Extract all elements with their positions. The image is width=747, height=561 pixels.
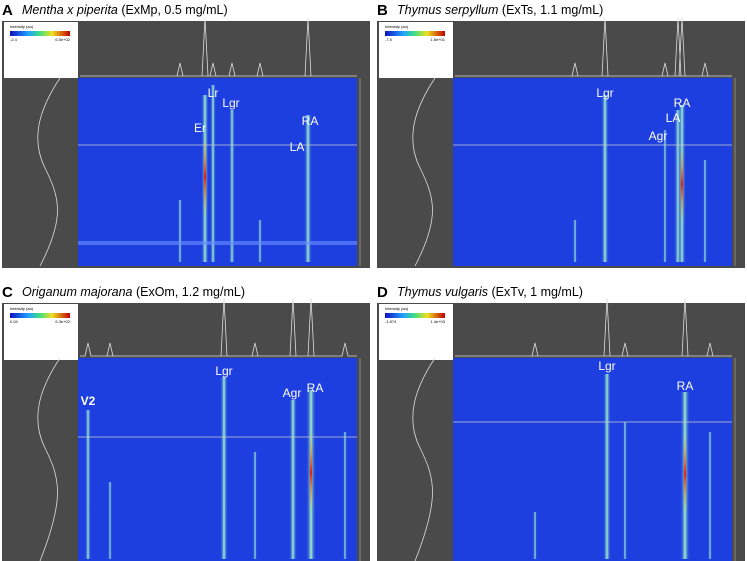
peak-streak: [289, 400, 297, 559]
colorbar-box: [4, 304, 78, 360]
colorbar-title: Intensity (au): [10, 24, 34, 29]
colorbar-min: -2.4: [10, 37, 18, 42]
colorbar-box: [379, 22, 453, 78]
peak-streak: [703, 160, 707, 262]
peak-label: V2: [81, 394, 96, 408]
peak-label: Lgr: [596, 86, 613, 100]
colorbar: [10, 313, 70, 318]
peak-label: Lr: [208, 86, 219, 100]
peak-core: [683, 432, 687, 516]
panel: Intensity (au) -1.874 1.4e+03 Lgr RA D Thymus …: [377, 284, 745, 561]
peak-streak: [85, 410, 91, 559]
peak-label: Lgr: [222, 96, 239, 110]
panel-title: Thymus serpyllum (ExTs, 1.1 mg/mL): [397, 3, 603, 17]
species: Origanum majorana: [22, 285, 133, 299]
panel-letter: C: [2, 284, 13, 301]
peak-streak: [708, 432, 712, 559]
peak-label: LA: [666, 111, 681, 125]
peak-label: LA: [290, 140, 305, 154]
details: (ExMp, 0.5 mg/mL): [121, 3, 227, 17]
colorbar-title: Intensity (au): [385, 306, 409, 311]
left-trace: [412, 357, 436, 561]
colorbar-max: 1.4e+03: [430, 319, 445, 324]
peak-label: RA: [677, 379, 694, 393]
panel-title: Mentha x piperita (ExMp, 0.5 mg/mL): [22, 3, 228, 17]
colorbar-min: -1.874: [385, 319, 397, 324]
baseline-band: [78, 241, 357, 245]
peak-core: [309, 430, 313, 515]
panel-letter: B: [377, 2, 388, 19]
peak-streak: [533, 512, 537, 559]
peak-streak: [663, 130, 667, 262]
peak-label: Lgr: [215, 364, 232, 378]
peak-streak: [573, 220, 577, 262]
peak-streak: [178, 200, 182, 262]
panel: Intensity (au) 0.04 6.3e+02 V2 Lgr Agr RA C Orig…: [2, 284, 370, 561]
details: (ExTs, 1.1 mg/mL): [502, 3, 603, 17]
colorbar-min: -7.5: [385, 37, 393, 42]
colorbar-box: [4, 22, 78, 78]
top-trace: [455, 17, 732, 77]
details: (ExOm, 1.2 mg/mL): [136, 285, 245, 299]
left-trace: [37, 357, 61, 561]
colorbar: [385, 313, 445, 318]
peak-streak: [108, 482, 112, 559]
peak-streak: [623, 422, 627, 559]
peak-streak: [603, 374, 611, 559]
colorbar-max: 6.5e+02: [55, 37, 70, 42]
top-trace: [80, 17, 357, 77]
peak-streak: [253, 452, 257, 559]
species: Mentha x piperita: [22, 3, 118, 17]
left-trace: [37, 77, 61, 267]
peak-label: Er: [194, 121, 206, 135]
species: Thymus serpyllum: [397, 3, 498, 17]
top-trace: [80, 297, 357, 357]
colorbar-max: 1.5e+01: [430, 37, 445, 42]
details: (ExTv, 1 mg/mL): [491, 285, 582, 299]
peak-streak: [601, 95, 609, 262]
colorbar-title: Intensity (au): [10, 306, 34, 311]
colorbar-title: Intensity (au): [385, 24, 409, 29]
peak-label: RA: [674, 96, 691, 110]
peak-label: RA: [307, 381, 324, 395]
panel-letter: A: [2, 2, 13, 19]
colorbar-box: [379, 304, 453, 360]
colorbar: [385, 31, 445, 36]
peak-label: RA: [302, 114, 319, 128]
peak-streak: [220, 377, 228, 559]
peak-label: Agr: [283, 386, 302, 400]
peak-core: [680, 145, 684, 224]
heatmap: [78, 78, 357, 266]
colorbar-max: 6.3e+02: [55, 319, 70, 324]
peak-streak: [304, 115, 312, 262]
colorbar-min: 0.04: [10, 319, 19, 324]
peak-streak: [229, 110, 235, 262]
colorbar: [10, 31, 70, 36]
peak-label: Agr: [649, 129, 668, 143]
panel-title: Origanum majorana (ExOm, 1.2 mg/mL): [22, 285, 245, 299]
peak-core: [203, 135, 207, 219]
peak-streak: [210, 85, 216, 262]
peak-label: Lgr: [598, 359, 615, 373]
left-trace: [412, 77, 436, 267]
panel-title: Thymus vulgaris (ExTv, 1 mg/mL): [397, 285, 583, 299]
panel-letter: D: [377, 284, 388, 301]
species: Thymus vulgaris: [397, 285, 488, 299]
top-trace: [455, 297, 732, 357]
peak-streak: [343, 432, 347, 559]
